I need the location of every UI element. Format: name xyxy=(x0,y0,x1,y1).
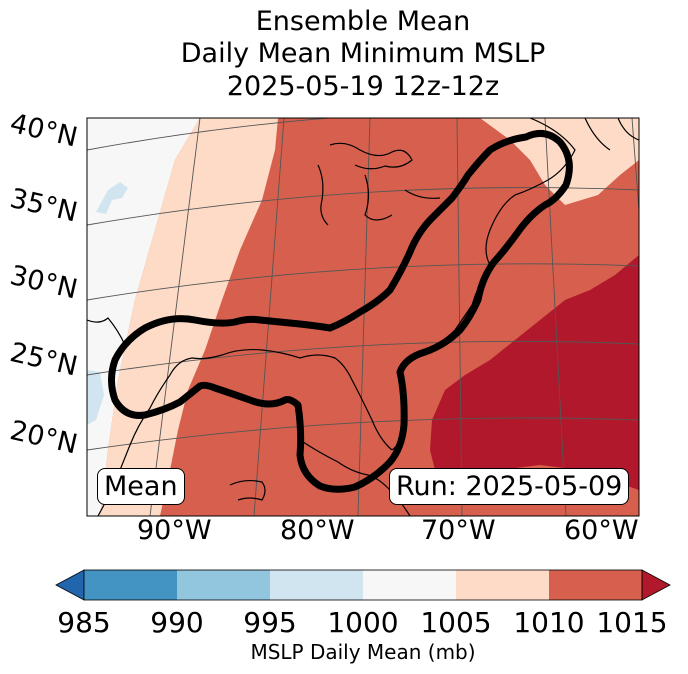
colorbar-tick-990: 990 xyxy=(150,606,204,639)
title-line-3: 2025-05-19 12z-12z xyxy=(226,71,500,102)
colorbar-bin-985-990 xyxy=(84,570,177,600)
map-area xyxy=(87,118,639,516)
lon-label-80w: 80°W xyxy=(280,515,355,546)
mean-contour xyxy=(108,129,573,493)
run-date-box: Run: 2025-05-09 xyxy=(389,468,630,505)
colorbar-bin-1000-1005 xyxy=(363,570,456,600)
field-995-1000-patch xyxy=(96,182,128,214)
colorbar-extend-high xyxy=(641,569,671,601)
colorbar-bin-1005-1010 xyxy=(456,570,549,600)
colorbar-bin-995-1000 xyxy=(270,570,363,600)
lon-label-60w: 60°W xyxy=(564,515,639,546)
title-line-2: Daily Mean Minimum MSLP xyxy=(180,38,546,69)
lon-label-70w: 70°W xyxy=(421,515,496,546)
colorbar-tick-995: 995 xyxy=(243,606,297,639)
colorbar-tick-1010: 1010 xyxy=(513,606,585,639)
colorbar-label: MSLP Daily Mean (mb) xyxy=(250,640,476,664)
title-line-1: Ensemble Mean xyxy=(255,6,471,37)
field-above-1015 xyxy=(430,255,639,490)
colorbar-extend-low xyxy=(55,569,85,601)
colorbar-frame xyxy=(83,569,643,601)
colorbar-bin-990-995 xyxy=(177,570,270,600)
lon-label-90w: 90°W xyxy=(137,515,212,546)
colorbar-tick-985: 985 xyxy=(57,606,111,639)
mean-label-box: Mean xyxy=(97,468,185,505)
field-1000-1005 xyxy=(87,118,200,516)
colorbar-bin-1010-1015 xyxy=(549,570,642,600)
colorbar-tick-1015: 1015 xyxy=(596,606,668,639)
map-frame xyxy=(86,117,640,517)
field-995-1000-patch-south xyxy=(87,370,104,425)
colorbar-tick-1000: 1000 xyxy=(327,606,399,639)
colorbar-tick-1005: 1005 xyxy=(420,606,492,639)
